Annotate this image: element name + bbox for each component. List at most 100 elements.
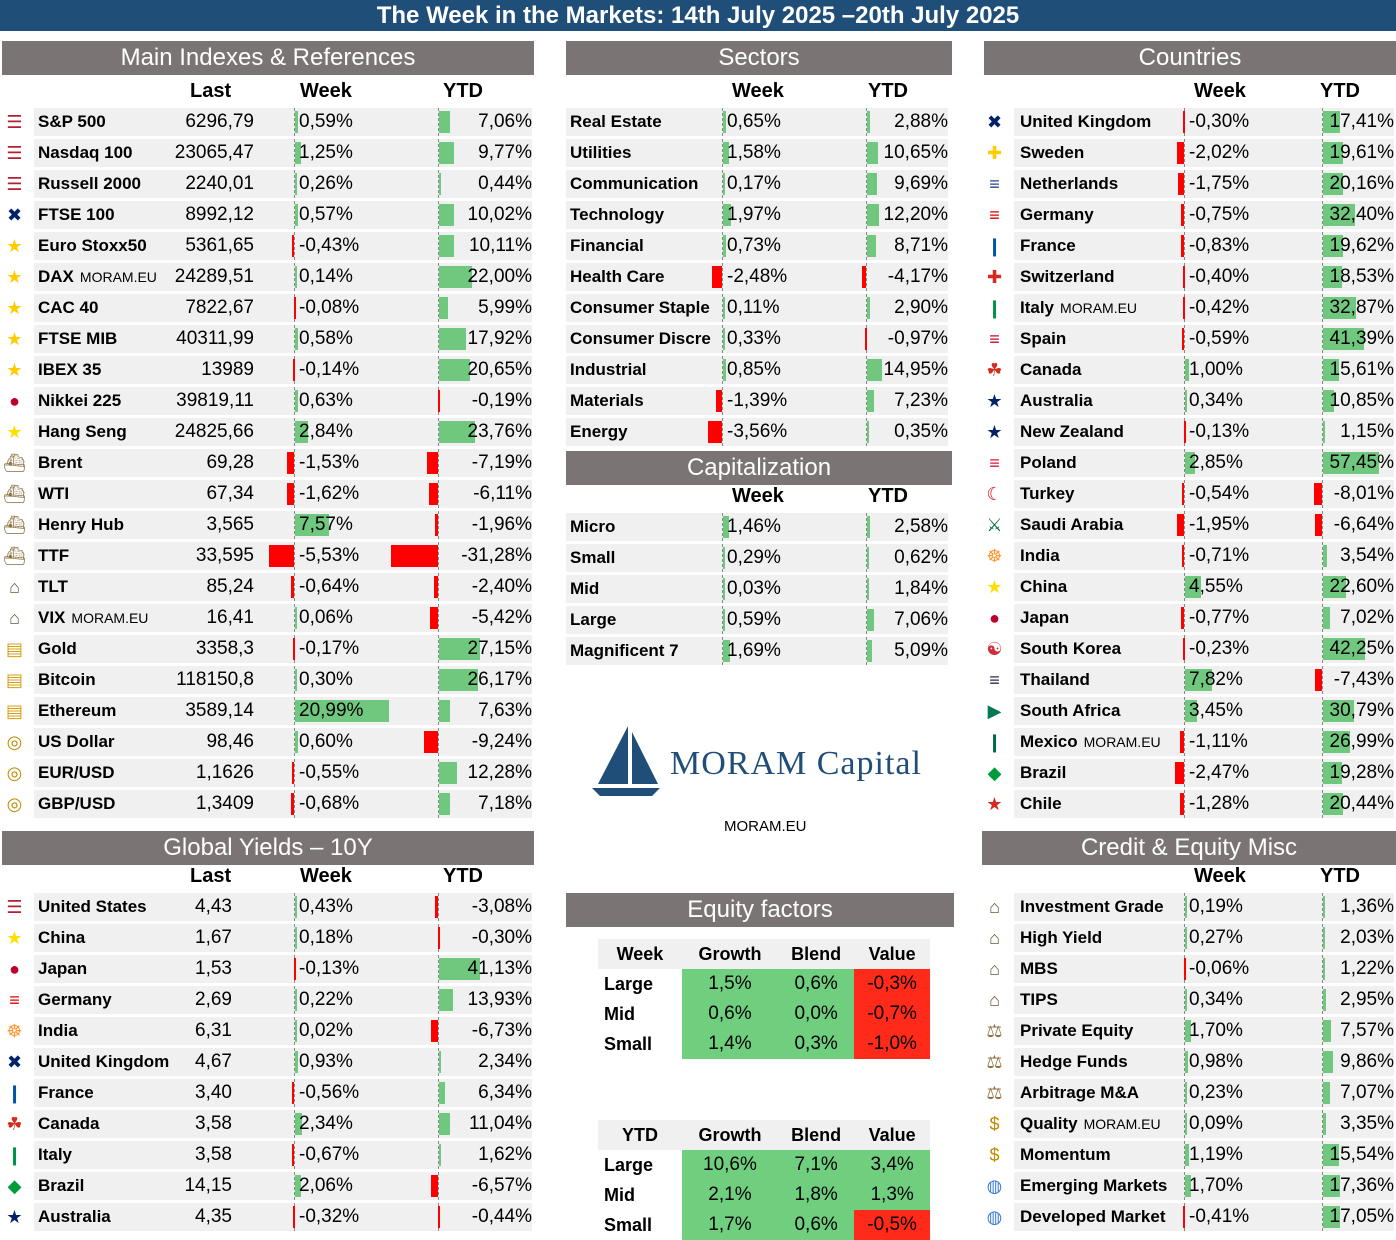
row-label: Turkey	[1020, 480, 1180, 508]
row-label: Gold	[38, 635, 188, 663]
ytd-value: 27,15%	[467, 638, 532, 659]
us-flag-icon: ☰	[6, 143, 23, 163]
row-label: CAC 40	[38, 294, 188, 322]
ytd-bar	[437, 1206, 440, 1228]
main-ytd-header: YTD	[443, 80, 483, 102]
week-value: 0,73%	[727, 235, 781, 256]
week-value: 0,03%	[727, 578, 781, 599]
ytd-bar	[867, 609, 875, 631]
week-value: 0,06%	[299, 607, 353, 628]
week-value: 7,57%	[299, 514, 353, 535]
row-label: Switzerland	[1020, 263, 1180, 291]
week-bar	[291, 1144, 294, 1166]
row-label: Germany	[38, 986, 188, 1014]
table-row: ◍ Developed Market -0,41% 17,05%	[982, 1203, 1394, 1231]
china-flag-icon: ★	[986, 577, 1003, 597]
ytd-bar	[1323, 762, 1343, 784]
table-row: Health Care -2,48% -4,17%	[566, 263, 948, 291]
grid-row-small: Small	[598, 1029, 682, 1059]
table-row: ⚖ Arbitrage M&A 0,23% 7,07%	[982, 1079, 1394, 1107]
week-bar	[723, 609, 726, 631]
week-value: -1,39%	[727, 390, 788, 411]
ytd-value: -8,01%	[1333, 483, 1394, 504]
week-value: -1,95%	[1189, 514, 1250, 535]
row-name: Arbitrage M&A	[1020, 1083, 1140, 1102]
ytd-bar	[1323, 235, 1343, 257]
week-value: 3,45%	[1189, 700, 1243, 721]
table-row: ☸ India -0,71% 3,54%	[982, 542, 1394, 570]
canada-flag-icon: ☘	[986, 360, 1003, 380]
last-value: 67,34	[206, 483, 254, 504]
brazil-flag-icon: ◆	[987, 763, 1002, 783]
ytd-bar	[1323, 607, 1331, 629]
equity-factors-title: Equity factors	[566, 893, 954, 927]
italy-flag-icon: ❙	[986, 298, 1003, 318]
table-row: ★ China 4,55% 22,60%	[982, 573, 1394, 601]
last-value: 3358,3	[195, 638, 254, 659]
grid-cell: -0,3%	[854, 969, 930, 999]
last-value: 7822,67	[185, 297, 254, 318]
week-bar	[1179, 793, 1184, 815]
week-value: -0,13%	[299, 958, 360, 979]
table-row: ☰ Nasdaq 100 23065,47 1,25% 9,77%	[2, 139, 532, 167]
row-name: Brazil	[38, 1176, 85, 1195]
last-value: 3589,14	[185, 700, 254, 721]
table-row: ★ CAC 40 7822,67 -0,08% 5,99%	[2, 294, 532, 322]
ytd-bar	[439, 173, 441, 195]
ytd-value: -3,08%	[471, 896, 532, 917]
week-value: -0,41%	[1189, 1206, 1250, 1227]
row-name: High Yield	[1020, 928, 1103, 947]
ytd-value: 17,36%	[1329, 1175, 1394, 1196]
row-label: TLT	[38, 573, 188, 601]
ytd-bar	[1314, 669, 1322, 691]
japan-flag-icon: ●	[9, 959, 20, 979]
table-row: ★ Australia 0,34% 10,85%	[982, 387, 1394, 415]
ytd-bar	[1323, 731, 1350, 753]
table-row: $ Quality MORAM.EU 0,09% 3,35%	[982, 1110, 1394, 1138]
ytd-value: 17,05%	[1329, 1206, 1394, 1227]
cap-ytd-header: YTD	[868, 485, 908, 507]
last-value: 3,58	[195, 1144, 232, 1165]
table-row: ☘ Canada 1,00% 15,61%	[982, 356, 1394, 384]
equity-factors-week-grid: Week Growth Blend Value Large 1,5% 0,6% -0,3% Mi…	[598, 939, 930, 1059]
ytd-value: 7,57%	[1340, 1020, 1394, 1041]
week-bar	[290, 793, 294, 815]
row-label: Henry Hub	[38, 511, 188, 539]
ytd-value: 8,71%	[894, 235, 948, 256]
row-name: Bitcoin	[38, 670, 96, 689]
ytd-value: 7,18%	[478, 793, 532, 814]
ytd-bar	[861, 266, 866, 288]
ytd-value: 11,04%	[468, 1113, 532, 1134]
row-label: Materials	[570, 387, 720, 415]
countries-week-header: Week	[1194, 80, 1246, 102]
week-bar	[723, 142, 730, 164]
row-label: United Kingdom	[1020, 108, 1180, 136]
row-label: Germany	[1020, 201, 1180, 229]
week-bar	[723, 173, 725, 195]
ytd-value: -5,42%	[471, 607, 532, 628]
row-name: Ethereum	[38, 701, 117, 720]
eu-flag-icon: ★	[6, 298, 23, 318]
row-name: France	[1020, 236, 1076, 255]
italy-flag-icon: ❙	[6, 1145, 23, 1165]
week-value: 0,29%	[727, 547, 781, 568]
table-row: ☘ Canada 3,58 2,34% 11,04%	[2, 1110, 532, 1138]
week-bar	[293, 638, 296, 660]
table-row: ☰ S&P 500 6296,79 0,59% 7,06%	[2, 108, 532, 136]
week-bar	[295, 421, 308, 443]
row-label: Energy	[570, 418, 720, 446]
coins-dollar-icon: $	[989, 1145, 1000, 1165]
grid-cell: 10,6%	[681, 1150, 778, 1180]
ytd-bar	[439, 204, 455, 226]
ytd-bar	[439, 142, 454, 164]
ytd-value: 22,00%	[467, 266, 532, 287]
week-bar	[295, 390, 298, 412]
week-value: 0,19%	[1189, 896, 1243, 917]
ytd-value: 20,44%	[1329, 793, 1394, 814]
week-bar	[723, 547, 725, 569]
global-yields-title: Global Yields – 10Y	[2, 831, 534, 865]
week-bar	[1175, 762, 1184, 784]
ytd-value: 41,13%	[467, 958, 532, 979]
week-bar	[295, 927, 297, 949]
week-value: -1,28%	[1189, 793, 1250, 814]
